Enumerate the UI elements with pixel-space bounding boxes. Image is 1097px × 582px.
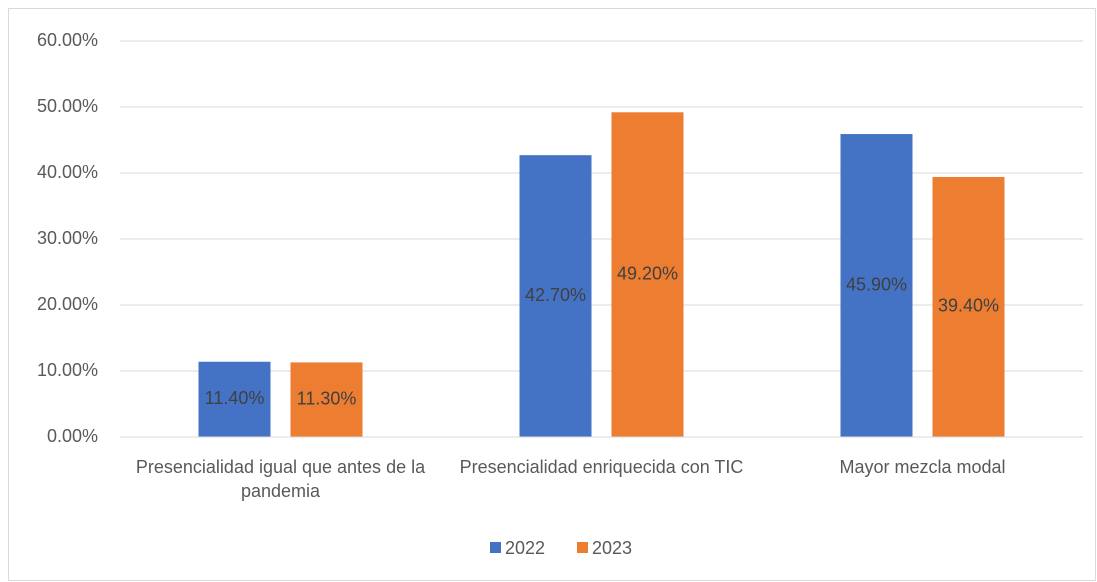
y-tick-label: 20.00% (37, 294, 98, 314)
value-label: 11.30% (297, 388, 357, 408)
value-label: 11.40% (205, 388, 265, 408)
bar (198, 361, 271, 437)
bar (840, 134, 913, 437)
chart-border (8, 8, 1096, 581)
x-tick-label: Mayor mezcla modal (839, 457, 1006, 477)
bar (932, 176, 1005, 437)
legend-swatch (577, 542, 588, 553)
value-label: 49.20% (617, 263, 678, 283)
x-tick-label: Presencialidad igual que antes de la pan… (135, 457, 426, 501)
bar (611, 112, 684, 437)
x-tick-label: Presencialidad enriquecida con TIC (459, 457, 744, 477)
bar (519, 155, 592, 437)
y-tick-label: 40.00% (37, 162, 98, 182)
legend-label: 2023 (592, 538, 632, 558)
value-label: 42.70% (525, 285, 586, 305)
value-label: 39.40% (938, 296, 999, 316)
legend-swatch (490, 542, 501, 553)
legend-label: 2022 (505, 538, 545, 558)
y-tick-label: 50.00% (37, 96, 98, 116)
y-tick-label: 30.00% (37, 228, 98, 248)
y-tick-label: 60.00% (37, 30, 98, 50)
y-tick-label: 10.00% (37, 360, 98, 380)
bar (290, 362, 363, 437)
value-label: 45.90% (846, 274, 907, 294)
y-tick-label: 0.00% (47, 426, 98, 446)
